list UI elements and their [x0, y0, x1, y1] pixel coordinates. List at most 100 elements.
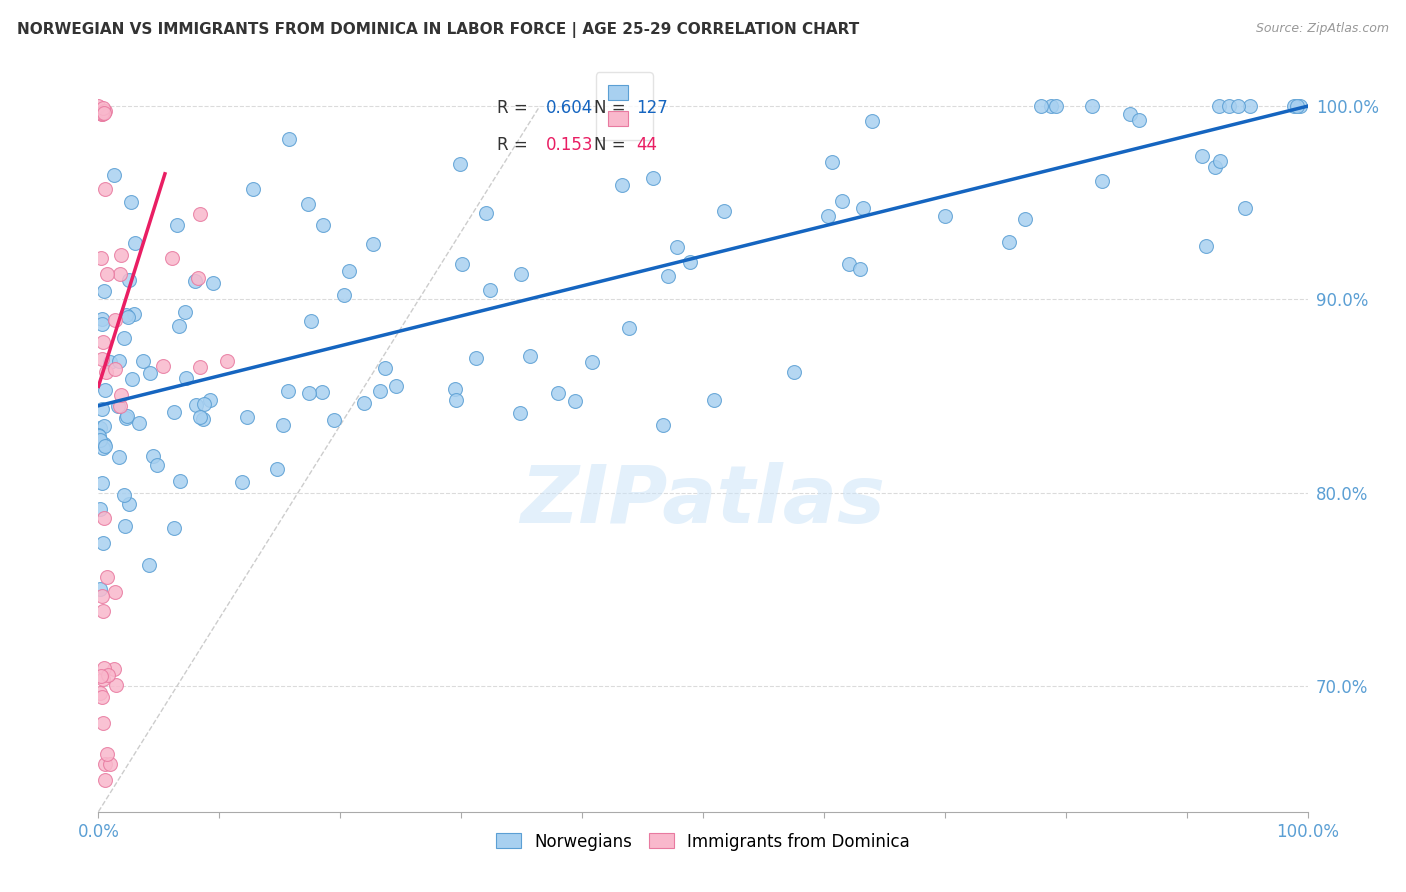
- Point: [1285, 99, 1308, 113]
- Point: [547, 385, 569, 400]
- Point: [163, 521, 186, 535]
- Point: [444, 393, 467, 408]
- Point: [87, 427, 110, 442]
- Legend: Norwegians, Immigrants from Dominica: Norwegians, Immigrants from Dominica: [488, 824, 918, 859]
- Point: [90, 351, 112, 366]
- Point: [90, 690, 112, 704]
- Point: [91, 317, 114, 331]
- Point: [152, 359, 174, 374]
- Point: [666, 240, 689, 254]
- Point: [848, 261, 870, 276]
- Point: [103, 662, 125, 676]
- Point: [277, 384, 299, 399]
- Point: [110, 399, 132, 413]
- Point: [94, 439, 117, 453]
- Point: [188, 207, 211, 221]
- Point: [217, 353, 239, 368]
- Point: [323, 413, 346, 427]
- Point: [337, 264, 360, 278]
- Text: Source: ZipAtlas.com: Source: ZipAtlas.com: [1256, 22, 1389, 36]
- Text: R =: R =: [498, 99, 529, 117]
- Point: [1218, 99, 1240, 113]
- Point: [124, 236, 146, 251]
- Point: [122, 307, 145, 321]
- Point: [1040, 99, 1063, 113]
- Point: [115, 411, 138, 425]
- Point: [91, 589, 114, 603]
- Point: [1080, 99, 1102, 113]
- Point: [110, 248, 132, 262]
- Point: [174, 304, 197, 318]
- Point: [87, 429, 110, 443]
- Point: [312, 218, 335, 232]
- Point: [444, 382, 467, 396]
- Point: [97, 668, 120, 682]
- Point: [298, 386, 321, 401]
- Point: [1208, 99, 1230, 113]
- Point: [450, 257, 472, 271]
- Point: [94, 104, 117, 119]
- Point: [1091, 174, 1114, 188]
- Point: [934, 209, 956, 223]
- Text: N =: N =: [595, 136, 626, 153]
- Point: [374, 361, 396, 376]
- Point: [361, 237, 384, 252]
- Point: [89, 421, 111, 435]
- Point: [94, 772, 117, 787]
- Point: [93, 661, 115, 675]
- Point: [169, 474, 191, 488]
- Point: [703, 393, 725, 408]
- Point: [299, 314, 322, 328]
- Point: [202, 276, 225, 290]
- Point: [1226, 99, 1249, 113]
- Point: [128, 416, 150, 430]
- Text: N =: N =: [595, 99, 626, 117]
- Point: [91, 535, 114, 549]
- Point: [1289, 99, 1312, 113]
- Point: [509, 405, 531, 419]
- Point: [145, 458, 167, 473]
- Point: [91, 442, 114, 456]
- Point: [1233, 201, 1256, 215]
- Point: [311, 384, 333, 399]
- Point: [162, 252, 184, 266]
- Text: R =: R =: [498, 136, 529, 153]
- Point: [619, 320, 641, 334]
- Point: [118, 497, 141, 511]
- Point: [91, 672, 114, 686]
- Point: [657, 268, 679, 283]
- Point: [100, 757, 122, 772]
- Point: [162, 404, 184, 418]
- Point: [475, 205, 498, 219]
- Point: [90, 669, 112, 683]
- Point: [581, 355, 603, 369]
- Point: [278, 132, 301, 146]
- Point: [91, 107, 114, 121]
- Point: [94, 365, 117, 379]
- Point: [370, 384, 392, 399]
- Point: [107, 399, 129, 413]
- Point: [297, 197, 319, 211]
- Point: [90, 312, 112, 326]
- Point: [94, 182, 117, 196]
- Point: [104, 678, 127, 692]
- Point: [138, 558, 160, 573]
- Point: [1284, 99, 1306, 113]
- Point: [193, 397, 215, 411]
- Point: [166, 218, 188, 232]
- Point: [96, 747, 118, 761]
- Point: [91, 401, 114, 416]
- Point: [93, 103, 115, 118]
- Point: [91, 716, 114, 731]
- Point: [108, 354, 131, 368]
- Point: [353, 396, 375, 410]
- Point: [478, 283, 501, 297]
- Point: [118, 273, 141, 287]
- Point: [333, 288, 356, 302]
- Point: [820, 155, 842, 169]
- Text: ZIPatlas: ZIPatlas: [520, 462, 886, 540]
- Point: [852, 201, 875, 215]
- Point: [114, 519, 136, 533]
- Point: [465, 351, 488, 365]
- Point: [1195, 239, 1218, 253]
